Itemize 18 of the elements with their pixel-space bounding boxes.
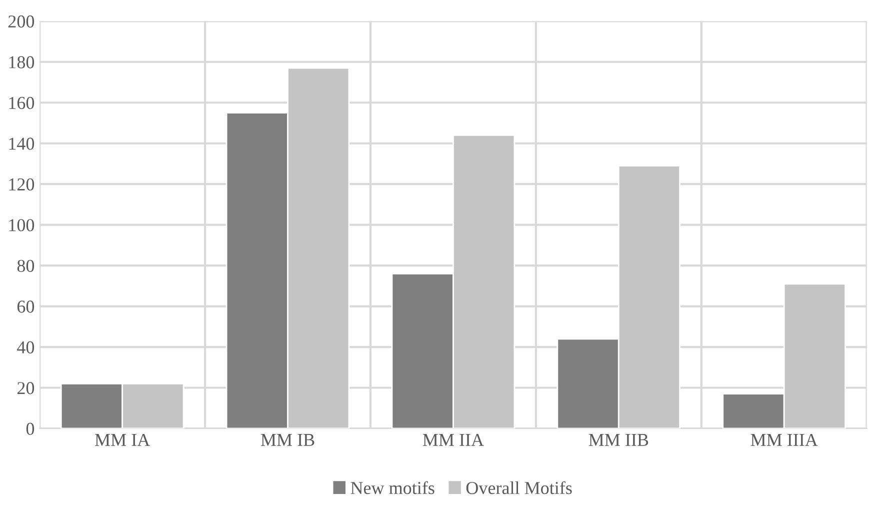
y-tick-label: 20 bbox=[17, 382, 34, 394]
x-tick-label: MM IB bbox=[260, 434, 314, 446]
x-tick-label: MM IIB bbox=[588, 434, 648, 446]
y-tick-label: 180 bbox=[9, 56, 34, 68]
y-tick-label: 60 bbox=[17, 300, 34, 313]
x-tick-label: MM IIA bbox=[422, 434, 484, 446]
y-tick-label: 100 bbox=[9, 219, 34, 232]
y-tick-label: 200 bbox=[8, 15, 34, 28]
y-tick-label: 120 bbox=[9, 178, 34, 191]
y-tick-label: 0 bbox=[26, 422, 34, 435]
x-tick-label: MM IA bbox=[95, 434, 150, 446]
x-tick-label: MM IIIA bbox=[750, 434, 818, 446]
y-tick-label: 80 bbox=[17, 260, 34, 272]
legend-label: Overall Motifs bbox=[466, 481, 572, 494]
y-tick-label: 160 bbox=[9, 96, 34, 110]
y-tick-label: 40 bbox=[17, 341, 34, 354]
y-tick-label: 140 bbox=[9, 138, 34, 150]
legend-label: New motifs bbox=[350, 481, 434, 494]
